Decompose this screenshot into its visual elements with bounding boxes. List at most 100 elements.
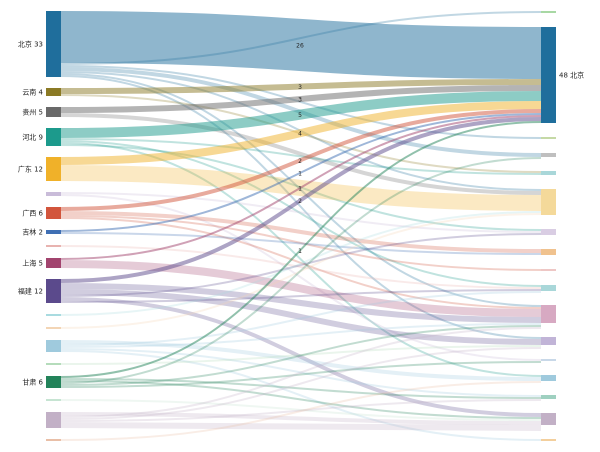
node-label: 甘肃 6 [22,378,43,387]
sankey-node [46,340,61,352]
nodes-layer [46,11,556,441]
sankey-link [60,121,542,378]
sankey-link [60,101,542,165]
link-value-label: 3 [298,84,302,91]
sankey-node [46,314,61,316]
sankey-link [60,297,542,417]
sankey-link [60,422,542,431]
sankey-node [46,230,61,234]
sankey-node [541,27,556,123]
node-label: 上海 5 [22,259,43,268]
sankey-link [60,399,542,421]
sankey-node [46,245,61,247]
sankey-link [60,138,542,175]
link-value-label: 2 [298,158,302,165]
sankey-link [60,412,542,425]
sankey-link [60,233,542,297]
sankey-node [541,229,556,235]
sankey-node [46,157,61,181]
sankey-link [60,157,542,384]
sankey-link [60,289,542,345]
sankey-node [541,285,556,291]
sankey-node [541,337,556,345]
sankey-link [60,113,542,195]
sankey-link [60,109,542,211]
sankey-link [60,217,542,309]
sankey-node [541,171,556,175]
link-value-label: 1 [298,248,302,255]
sankey-link [60,325,542,386]
sankey-link [60,85,542,113]
sankey-link [60,232,542,255]
node-label: 贵州 5 [22,108,43,117]
sankey-link [60,380,542,419]
sankey-node [46,412,61,428]
sankey-link [60,340,542,381]
sankey-node [46,128,61,146]
sankey-node [46,376,61,388]
sankey-link [60,11,542,65]
node-label: 吉林 2 [22,228,43,237]
sankey-node [46,279,61,303]
sankey-node [46,258,61,268]
sankey-node [541,137,556,139]
sankey-link [60,211,542,253]
sankey-node [46,107,61,117]
sankey-node [46,327,61,329]
sankey-node [46,192,61,196]
sankey-link [60,348,542,397]
sankey-link [60,192,542,233]
link-value-label: 1 [298,170,302,177]
sankey-node [541,269,556,271]
sankey-link [60,79,542,94]
sankey-node [46,11,61,77]
links-layer [60,11,542,441]
sankey-link [60,211,542,316]
sankey-link [60,215,542,271]
sankey-link [60,115,542,260]
sankey-node [541,305,556,323]
node-label: 河北 9 [22,134,43,142]
sankey-link [60,361,542,388]
sankey-link [60,323,542,348]
sankey-link [60,283,542,323]
sankey-node [541,359,556,361]
sankey-link [60,381,542,441]
link-value-label: 5 [298,112,302,119]
sankey-link [60,245,542,289]
sankey-node [46,207,61,219]
sankey-link [60,91,542,138]
node-label: 广西 6 [22,209,43,218]
sankey-node [541,153,556,157]
sankey-link [60,73,542,307]
link-value-label: 3 [298,97,302,104]
sankey-link [60,213,542,329]
sankey-node [46,88,61,96]
sankey-link [60,399,542,422]
sankey-link [60,378,542,399]
link-value-label: 26 [296,42,304,49]
sankey-node [541,11,556,13]
node-label: 北京 33 [18,40,43,49]
sankey-node [541,375,556,381]
link-value-label: 1 [298,185,302,192]
sankey-link [60,289,542,303]
sankey-link [60,140,542,287]
sankey-link [60,347,542,420]
node-label: 云南 4 [22,88,43,97]
sankey-link [60,11,542,79]
sankey-link [60,350,542,441]
node-label: 广东 12 [18,165,43,174]
node-label: 48 北京 [559,71,584,80]
sankey-link [60,291,542,346]
labels-layer: 26 3 3 5 4 2 1 1 2 1 北京 33 云南 4 贵州 5 河北 9 广东 12 广西 6 吉林 … [18,40,584,387]
link-value-label: 2 [298,198,302,205]
sankey-node [541,413,556,425]
link-value-label: 4 [298,131,302,138]
sankey-node [46,399,61,401]
sankey-node [46,439,61,441]
sankey-link [60,117,542,283]
sankey-node [541,395,556,399]
